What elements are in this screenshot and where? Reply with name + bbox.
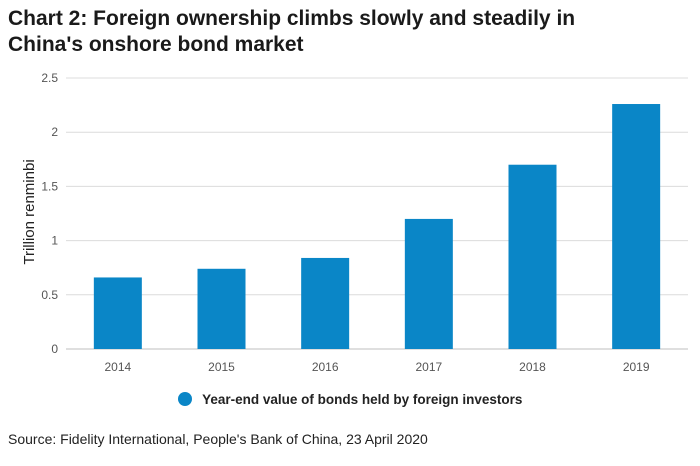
source-note: Source: Fidelity International, People's… — [8, 431, 428, 447]
x-tick-label: 2015 — [208, 360, 235, 374]
chart-title-line-2: China's onshore bond market — [8, 33, 304, 56]
bar-2016 — [301, 257, 350, 349]
x-tick-label: 2018 — [519, 360, 546, 374]
legend-label: Year-end value of bonds held by foreign … — [202, 392, 523, 407]
x-tick-label: 2014 — [104, 360, 131, 374]
x-tick-label: 2019 — [623, 360, 650, 374]
y-tick-label: 1 — [51, 234, 58, 248]
y-tick-label: 2 — [51, 125, 58, 139]
legend-swatch — [177, 392, 192, 406]
y-tick-label: 0.5 — [41, 288, 58, 302]
chart-title: Chart 2: Foreign ownership climbs slowly… — [8, 6, 688, 58]
x-tick-label: 2017 — [415, 360, 442, 374]
bar-2018 — [508, 164, 557, 349]
y-axis-ticks: 0 0.5 1 1.5 2 2.5 — [41, 71, 58, 356]
chart-title-line-1: Chart 2: Foreign ownership climbs slowly… — [8, 7, 576, 30]
bar-2019 — [612, 104, 661, 350]
x-axis-ticks: 2014 2015 2016 2017 2018 2019 — [104, 360, 649, 374]
legend: Year-end value of bonds held by foreign … — [0, 392, 700, 407]
bars — [93, 104, 661, 350]
y-tick-label: 0 — [51, 342, 58, 356]
x-tick-label: 2016 — [312, 360, 339, 374]
bar-2015 — [197, 268, 246, 349]
bar-2014 — [93, 277, 142, 349]
y-axis-label: Trillion renminbi — [21, 159, 38, 264]
bar-2017 — [404, 218, 453, 349]
y-tick-label: 1.5 — [41, 179, 58, 193]
gridlines — [66, 77, 688, 350]
y-tick-label: 2.5 — [41, 71, 58, 85]
